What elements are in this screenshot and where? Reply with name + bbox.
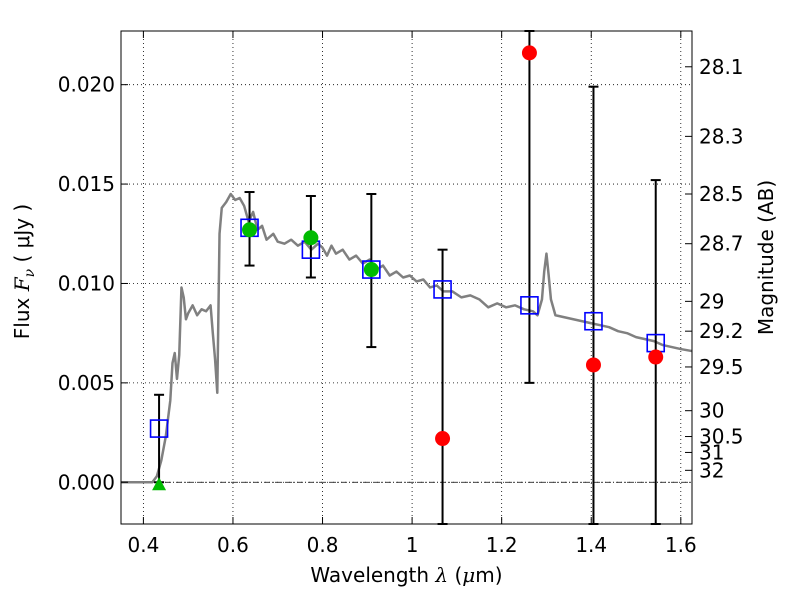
magnitude-tick-label: 28.5	[699, 182, 744, 206]
detection-point	[363, 262, 379, 278]
magnitude-tick-label: 30	[699, 399, 724, 423]
y-tick-label: 0.000	[58, 470, 115, 494]
x-tick-label: 0.6	[217, 533, 249, 557]
magnitude-tick-label: 28.1	[699, 55, 744, 79]
model-photometry-square	[433, 280, 452, 299]
magnitude-tick-label: 28.3	[699, 124, 744, 148]
axis-ticks: 0.4 0.6 0.8 1 1.2 1.4 1.6 0.000 0.005 0.010 0.015 0…	[58, 31, 744, 557]
model-photometry-square	[362, 260, 381, 279]
x-tick-label: 1.2	[486, 533, 518, 557]
model-photometry-square	[149, 419, 169, 438]
model-sed-line	[121, 192, 693, 484]
model-sed	[121, 192, 693, 484]
magnitude-tick-label: 28.7	[699, 232, 744, 256]
plot-frame	[120, 30, 693, 525]
low-sn-point	[521, 45, 537, 61]
x-axis-label: Wavelength λ (μm)	[310, 563, 502, 587]
upper-limit-triangle	[152, 477, 167, 491]
x-tick-label: 1	[406, 533, 419, 557]
detection-point	[242, 222, 258, 238]
x-tick-label: 1.6	[665, 533, 697, 557]
magnitude-tick-label: 32	[699, 458, 724, 482]
magnitude-tick-label: 29.5	[699, 355, 744, 379]
y2-axis-label: Magnitude (AB)	[754, 180, 778, 335]
low-sn-point	[648, 349, 664, 365]
magnitude-tick-label: 29	[699, 289, 724, 313]
markers	[149, 45, 666, 491]
magnitude-tick-label: 29.2	[699, 319, 744, 343]
y-axis-label: Flux Fν ( μJy )	[10, 204, 38, 339]
y-tick-label: 0.005	[58, 371, 115, 395]
y-tick-label: 0.010	[58, 271, 115, 295]
x-tick-label: 0.4	[127, 533, 159, 557]
x-tick-label: 0.8	[307, 533, 339, 557]
magnitude-tick-label: 30.5	[699, 425, 744, 449]
x-tick-label: 1.4	[575, 533, 607, 557]
magnitude-tick-label: 31	[699, 440, 724, 464]
low-sn-point	[435, 431, 451, 447]
model-photometry-square	[520, 296, 539, 315]
model-photometry-square	[584, 311, 603, 331]
y-tick-label: 0.020	[58, 73, 115, 97]
low-sn-point	[585, 357, 601, 373]
detection-point	[303, 230, 319, 246]
y-tick-label: 0.015	[58, 172, 115, 196]
